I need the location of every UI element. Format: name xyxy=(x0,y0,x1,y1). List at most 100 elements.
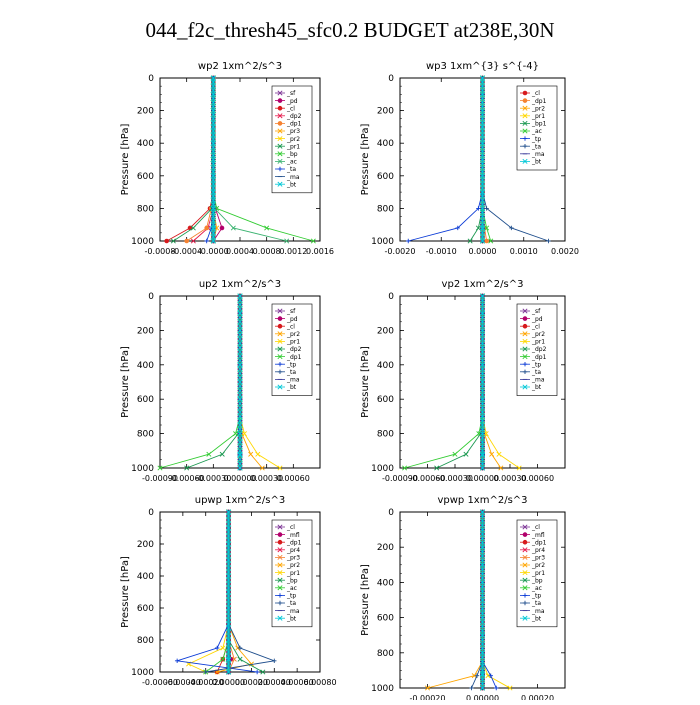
series-point xyxy=(210,193,216,199)
series-point xyxy=(469,685,474,691)
legend: _sf_pd_cl_pr2_pr1_dp2_dp1_tp_ta_ma_bt xyxy=(271,303,313,396)
legend-marker xyxy=(522,532,528,537)
legend-label: _dp1 xyxy=(286,539,302,546)
y-tick-label: 600 xyxy=(137,172,154,182)
series-line xyxy=(186,78,214,242)
legend-label: _pr1 xyxy=(531,339,545,346)
figure-title: 044_f2c_thresh45_sfc0.2 BUDGET at238E,30… xyxy=(145,18,555,42)
series-point xyxy=(157,465,163,471)
series-point xyxy=(434,465,440,471)
series-point xyxy=(210,181,216,187)
series-point xyxy=(210,225,216,231)
series-point xyxy=(479,136,486,142)
panel-title: wp3 1xm^{3} s^{-4} xyxy=(426,61,539,72)
series-point xyxy=(210,152,216,158)
panel-3: up2 1xm^2/s^3 Pressure [hPa] 0 200 400 600 800… xyxy=(120,279,321,483)
series-point xyxy=(237,297,243,303)
y-tick-label: 0 xyxy=(388,292,394,302)
y-tick-label: 1000 xyxy=(131,464,154,474)
legend-marker xyxy=(277,113,283,119)
x-tick-label: 0.0016 xyxy=(306,247,334,256)
legend-label: _cl xyxy=(531,90,540,97)
x-tick-label: -0.00030 xyxy=(195,474,231,483)
series-point xyxy=(509,225,514,231)
legend-label: _ac xyxy=(286,585,297,592)
series-line xyxy=(193,78,214,242)
series-bt xyxy=(479,75,486,244)
series-line xyxy=(239,296,263,469)
series-point xyxy=(237,435,243,441)
legend-label: _pr3 xyxy=(286,555,300,562)
series-point xyxy=(210,128,216,134)
series-point xyxy=(210,161,216,167)
panel-1: wp2 1xm^2/s^3 Pressure [hPa] 0 200 400 600 800… xyxy=(120,61,334,256)
series-point xyxy=(237,349,243,355)
series-point xyxy=(237,452,243,458)
series-point xyxy=(484,206,489,211)
y-tick-label: 200 xyxy=(377,326,394,336)
series-point xyxy=(210,197,216,203)
legend-label: _ta xyxy=(531,143,541,150)
series-line xyxy=(482,512,511,689)
legend-marker xyxy=(277,98,283,103)
legend-label: _pr1 xyxy=(531,570,545,577)
legend-marker xyxy=(277,338,283,344)
legend: _sf_pd_cl_dp2_dp1_pr3_pr2_pr1_bp_ac_ta_m… xyxy=(271,85,313,194)
x-tick-label: -0.0010 xyxy=(426,247,457,256)
series-point xyxy=(479,87,486,93)
series-point xyxy=(237,418,243,424)
series-point xyxy=(237,405,243,411)
series-line xyxy=(404,296,483,469)
y-tick-label: 800 xyxy=(137,430,154,440)
legend-label: _pd xyxy=(286,98,298,105)
legend-marker xyxy=(522,323,528,329)
y-tick-label: 200 xyxy=(137,326,154,336)
x-tick-label: 0.00060 xyxy=(277,474,310,483)
legend-label: _ma xyxy=(531,377,545,384)
y-axis-label: Pressure [hPa] xyxy=(120,124,131,196)
y-tick-label: 600 xyxy=(377,395,394,405)
y-tick-label: 0 xyxy=(148,74,154,84)
legend-marker xyxy=(277,539,283,545)
series-point xyxy=(237,353,243,359)
series-point xyxy=(210,132,216,138)
series-point xyxy=(210,230,216,236)
y-axis-label: Pressure [hPa] xyxy=(360,346,371,418)
y-tick-label: 200 xyxy=(377,107,394,117)
series-point xyxy=(184,238,189,244)
series-point xyxy=(488,238,494,244)
series-point xyxy=(237,383,243,389)
series-point xyxy=(479,128,486,134)
series-point xyxy=(479,169,486,175)
legend-label: _pr2 xyxy=(286,562,300,569)
y-tick-label: 1000 xyxy=(371,684,394,694)
series-point xyxy=(210,108,216,114)
series-point xyxy=(248,451,254,457)
series-point xyxy=(402,465,408,471)
series-point xyxy=(483,431,489,437)
series-point xyxy=(190,225,196,231)
series-point xyxy=(479,148,486,154)
y-tick-label: 1000 xyxy=(131,237,154,247)
series-bp xyxy=(226,509,266,675)
legend-marker xyxy=(277,105,283,111)
series-point xyxy=(479,104,486,110)
series-point xyxy=(479,165,486,171)
legend-label: _tp xyxy=(531,593,541,600)
series-point xyxy=(210,205,216,211)
legend-marker xyxy=(277,181,283,187)
series-point xyxy=(479,181,486,187)
legend-marker xyxy=(277,121,283,126)
legend: _sf_pd_cl_pr2_pr1_dp2_dp1_tp_ta_ma_bt xyxy=(516,303,558,396)
series-point xyxy=(210,209,216,215)
legend-label: _cl xyxy=(531,524,540,531)
series-point xyxy=(237,465,243,471)
legend-label: _ta xyxy=(531,369,541,376)
series-point xyxy=(237,456,243,462)
legend-label: _ac xyxy=(531,128,542,135)
series-point xyxy=(237,362,243,368)
series-tp xyxy=(174,509,260,675)
series-point xyxy=(210,238,216,244)
legend-label: _mfl xyxy=(531,532,545,539)
